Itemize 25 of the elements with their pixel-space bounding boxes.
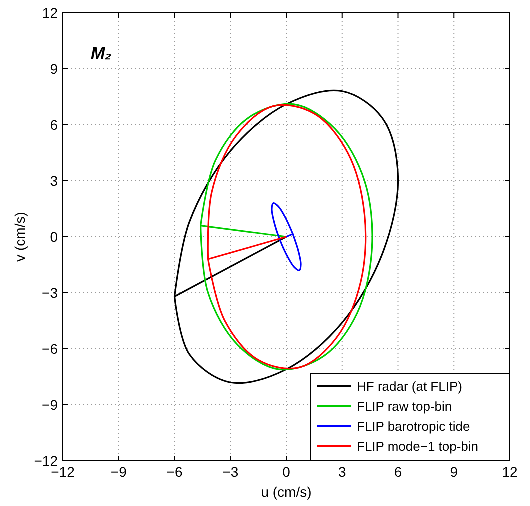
y-tick-label: −12 [34,453,58,469]
y-tick-label: 6 [50,117,58,133]
legend-label: FLIP barotropic tide [357,419,470,434]
y-axis-title: v (cm/s) [12,212,28,262]
legend-label: HF radar (at FLIP) [357,379,462,394]
x-tick-label: 3 [338,464,346,480]
x-tick-label: 9 [450,464,458,480]
y-tick-label: 0 [50,229,58,245]
legend-label: FLIP raw top-bin [357,399,452,414]
x-tick-label: −3 [222,464,239,480]
annotation: M₂ [91,44,112,63]
y-tick-label: 9 [50,61,58,77]
y-tick-label: 3 [50,173,58,189]
x-tick-label: 6 [394,464,402,480]
y-tick-label: −3 [42,285,58,301]
x-tick-label: −6 [166,464,183,480]
x-tick-label: 0 [282,464,291,480]
legend-label: FLIP mode−1 top-bin [357,439,479,454]
line-series [271,202,302,272]
y-tick-label: −9 [42,397,58,413]
y-tick-label: −6 [42,341,58,357]
x-tick-label: −9 [110,464,128,480]
y-tick-label: 12 [42,5,58,21]
x-tick-label: 12 [502,464,518,480]
x-axis-title: u (cm/s) [261,484,312,500]
